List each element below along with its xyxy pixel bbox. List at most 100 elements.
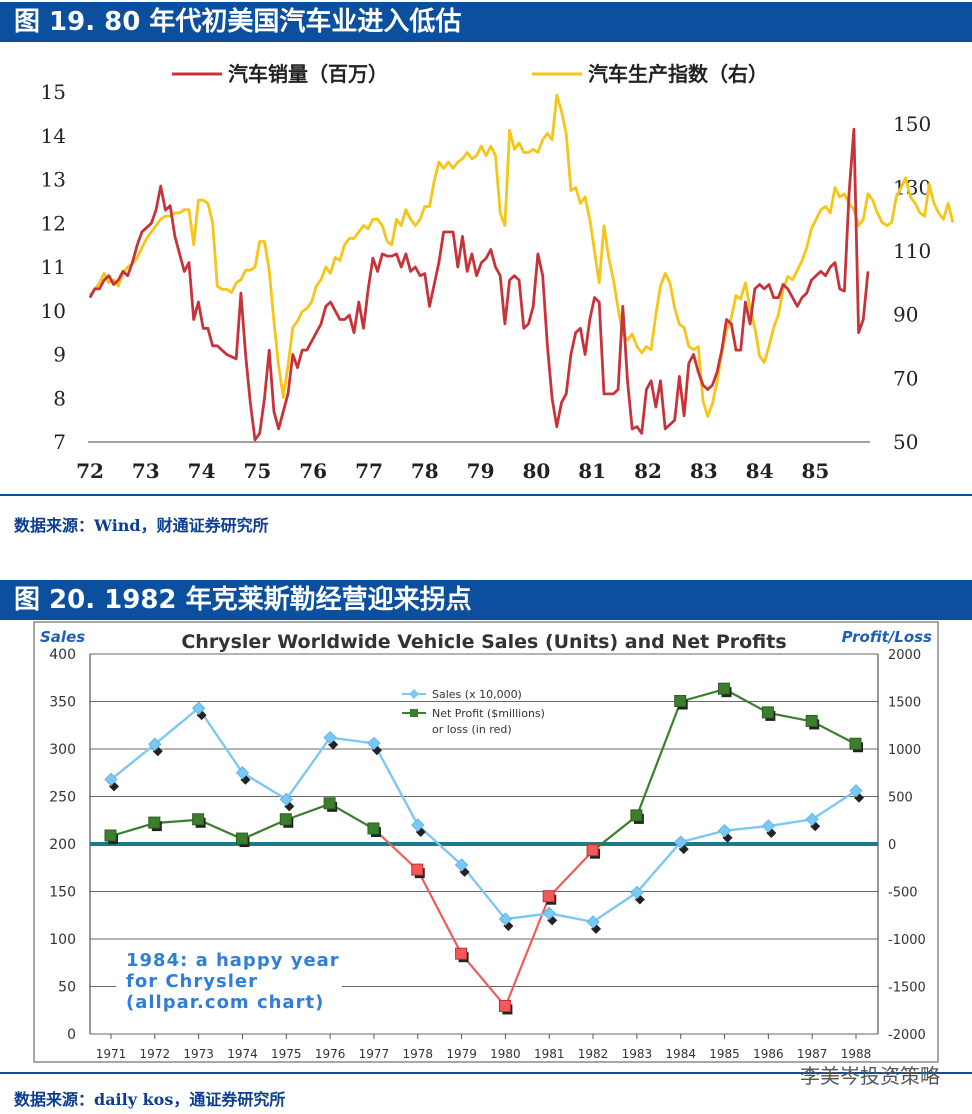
sales-marker — [367, 736, 381, 751]
y-right-axis-title: Profit/Loss — [842, 628, 932, 646]
x-tick-label: 1984 — [665, 1047, 696, 1061]
legend-marker-sales — [409, 689, 419, 699]
profit-marker — [192, 813, 205, 826]
y-right-tick-label: 110 — [893, 239, 931, 263]
sales-marker-shadow — [328, 739, 339, 750]
sales-marker-shadow — [810, 821, 821, 832]
x-tick-label: 1983 — [622, 1047, 653, 1061]
sales-marker — [191, 701, 206, 715]
profit-marker — [718, 682, 731, 695]
y-left-tick-label: 7 — [53, 430, 66, 454]
series-line-production-index — [88, 93, 955, 418]
profit-line-segment — [154, 818, 199, 825]
x-tick-label: 77 — [355, 459, 383, 483]
x-tick-label: 73 — [132, 459, 160, 483]
x-tick-label: 1973 — [183, 1047, 214, 1061]
profit-line-segment — [635, 701, 682, 817]
profit-marker — [586, 844, 599, 857]
annotation-text: 1984: a happy year — [126, 950, 340, 971]
x-tick-label: 1979 — [446, 1047, 477, 1061]
sales-marker — [148, 737, 162, 751]
y-right-tick-label: 90 — [893, 303, 918, 327]
profit-marker — [849, 737, 862, 750]
sales-marker — [235, 766, 250, 780]
x-tick-label: 84 — [746, 459, 774, 483]
y-left-tick-label: 300 — [49, 742, 76, 758]
legend-label-production: 汽车生产指数（右） — [588, 62, 768, 86]
y-right-tick-label: -2000 — [888, 1028, 926, 1043]
profit-line-segment — [285, 802, 331, 821]
profit-line-segment — [329, 802, 375, 830]
annotation-text: (allpar.com chart) — [126, 992, 324, 1013]
y-right-tick-label: 130 — [893, 175, 931, 199]
x-tick-label: 1980 — [490, 1047, 521, 1061]
x-tick-label: 83 — [690, 459, 718, 483]
x-tick-label: 1975 — [271, 1047, 302, 1061]
sales-marker — [761, 819, 776, 833]
legend-label-sales: Sales (x 10,000) — [432, 688, 522, 701]
profit-marker — [805, 714, 818, 727]
x-tick-label: 75 — [243, 459, 271, 483]
sales-marker-shadow — [371, 745, 382, 756]
y-left-tick-label: 50 — [58, 980, 76, 996]
y-right-tick-label: 1000 — [888, 743, 921, 758]
x-tick-label: 79 — [467, 459, 495, 483]
y-right-tick-label: -1000 — [888, 933, 926, 948]
profit-line-segment — [768, 711, 813, 723]
x-tick-label: 1988 — [841, 1047, 872, 1061]
sales-marker — [586, 915, 600, 929]
x-tick-label: 80 — [522, 459, 550, 483]
x-tick-label: 1974 — [227, 1047, 258, 1061]
y-left-tick-label: 13 — [41, 168, 66, 192]
y-left-tick-label: 350 — [49, 695, 76, 711]
x-tick-label: 85 — [801, 459, 829, 483]
profit-marker — [674, 695, 687, 707]
y-right-tick-label: 2000 — [888, 648, 921, 663]
profit-line-segment — [811, 720, 857, 746]
y-right-tick-label: 1500 — [888, 696, 921, 711]
profit-line-segment — [548, 849, 594, 898]
x-tick-label: 1987 — [797, 1047, 828, 1061]
figure19-title: 图 19. 80 年代初美国汽车业进入低估 — [14, 7, 462, 37]
y-left-tick-label: 15 — [41, 80, 66, 104]
profit-line-segment — [242, 818, 287, 841]
legend-label-profit-line2: or loss (in red) — [432, 723, 512, 736]
profit-marker — [235, 832, 248, 845]
sales-marker-shadow — [547, 915, 558, 926]
x-tick-label: 1986 — [753, 1047, 784, 1061]
x-tick-label: 1981 — [534, 1047, 565, 1061]
y-right-tick-label: 0 — [888, 838, 896, 853]
profit-marker — [761, 706, 774, 719]
x-tick-label: 1982 — [578, 1047, 609, 1061]
y-left-tick-label: 10 — [41, 299, 66, 323]
profit-line-segment — [198, 818, 243, 841]
profit-marker — [104, 829, 117, 842]
y-right-tick-label: -1500 — [888, 981, 926, 996]
annotation-bg — [116, 940, 342, 1016]
profit-marker — [279, 813, 292, 826]
x-tick-label: 81 — [578, 459, 606, 483]
x-tick-label: 78 — [411, 459, 439, 483]
sales-marker — [542, 906, 556, 921]
figure19-source: 数据来源：Wind，财通证券研究所 — [14, 516, 269, 535]
y-left-tick-label: 11 — [41, 255, 66, 279]
y-left-tick-label: 200 — [49, 837, 76, 853]
y-right-tick-label: 50 — [893, 430, 918, 454]
sales-marker-shadow — [678, 844, 689, 855]
sales-marker — [717, 823, 732, 838]
x-tick-label: 74 — [188, 459, 216, 483]
x-tick-label: 1977 — [359, 1047, 390, 1061]
profit-marker — [411, 863, 424, 876]
legend-label-profit-line1: Net Profit ($millions) — [432, 707, 545, 720]
profit-marker — [148, 816, 161, 829]
profit-line-segment — [680, 688, 725, 703]
profit-line-segment — [592, 815, 638, 852]
y-left-tick-label: 9 — [53, 343, 66, 367]
profit-marker — [367, 822, 380, 835]
y-left-tick-label: 12 — [41, 211, 66, 235]
y-left-axis-title: Sales — [40, 628, 85, 646]
sales-marker-shadow — [854, 792, 864, 803]
sales-marker-shadow — [284, 801, 295, 812]
sales-marker — [498, 912, 513, 926]
